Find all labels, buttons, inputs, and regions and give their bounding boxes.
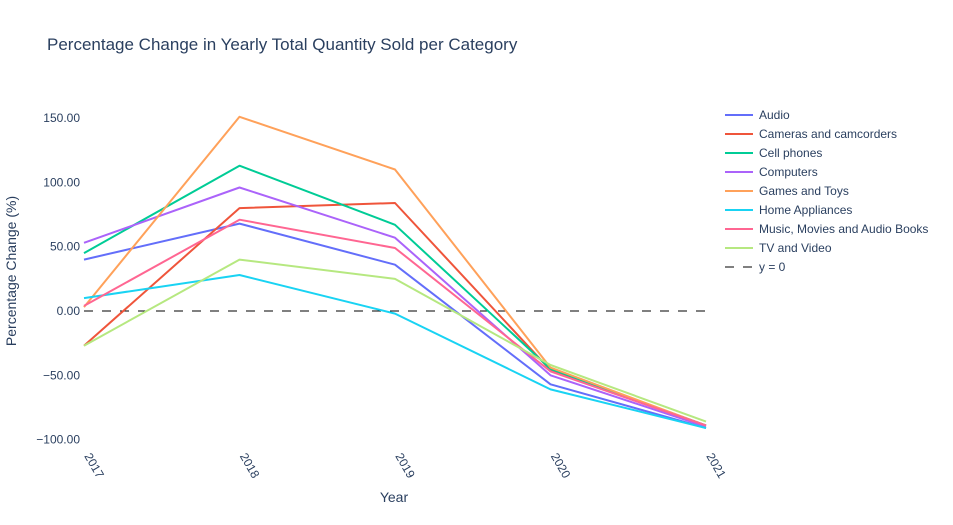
y-tick-label: 0.00 <box>57 304 81 318</box>
series-line-tv-and-video <box>83 258 707 423</box>
x-tick-label: 2018 <box>237 451 263 481</box>
legend-item[interactable]: Computers <box>725 165 818 179</box>
legend-label: Computers <box>759 165 818 179</box>
y-axis-title: Percentage Change (%) <box>3 196 19 346</box>
y-tick-label: −50.00 <box>43 368 80 382</box>
legend-item-reference[interactable]: y = 0 <box>725 260 786 274</box>
series-line-audio <box>83 222 707 429</box>
chart-title: Percentage Change in Yearly Total Quanti… <box>47 35 518 54</box>
legend-label: Cell phones <box>759 146 822 160</box>
legend-label: Music, Movies and Audio Books <box>759 222 928 236</box>
x-axis-title: Year <box>380 489 409 505</box>
x-tick-label: 2019 <box>392 451 418 481</box>
series-line-games-and-toys <box>83 115 707 427</box>
x-axis-ticks: 2017 2018 2019 2020 2021 <box>81 451 729 481</box>
legend-label: Audio <box>759 108 790 122</box>
legend-label: Home Appliances <box>759 203 852 217</box>
legend-item[interactable]: Cell phones <box>725 146 822 160</box>
plot-area <box>83 115 707 429</box>
x-tick-label: 2021 <box>703 451 729 481</box>
legend-item[interactable]: TV and Video <box>725 241 832 255</box>
legend-label: TV and Video <box>759 241 832 255</box>
series-line-computers <box>83 186 707 428</box>
legend-item[interactable]: Games and Toys <box>725 184 849 198</box>
legend-label: Games and Toys <box>759 184 849 198</box>
series-line-music-movies-and-audio-books <box>83 218 707 427</box>
legend-label: y = 0 <box>759 260 786 274</box>
series-line-home-appliances <box>83 274 707 429</box>
y-tick-label: 50.00 <box>50 240 80 254</box>
legend-item[interactable]: Home Appliances <box>725 203 852 217</box>
legend-label: Cameras and camcorders <box>759 127 897 141</box>
x-tick-label: 2020 <box>548 451 574 481</box>
legend: Audio Cameras and camcorders Cell phones Co… <box>725 108 928 274</box>
series-line-cell-phones <box>83 164 707 427</box>
y-tick-label: 150.00 <box>43 111 80 125</box>
y-tick-label: −100.00 <box>36 433 80 447</box>
legend-item[interactable]: Music, Movies and Audio Books <box>725 222 928 236</box>
x-tick-label: 2017 <box>81 451 107 481</box>
legend-item[interactable]: Cameras and camcorders <box>725 127 897 141</box>
y-tick-label: 100.00 <box>43 175 80 189</box>
legend-item[interactable]: Audio <box>725 108 790 122</box>
y-axis-ticks: −100.00 −50.00 0.00 50.00 100.00 150.00 <box>36 111 80 447</box>
